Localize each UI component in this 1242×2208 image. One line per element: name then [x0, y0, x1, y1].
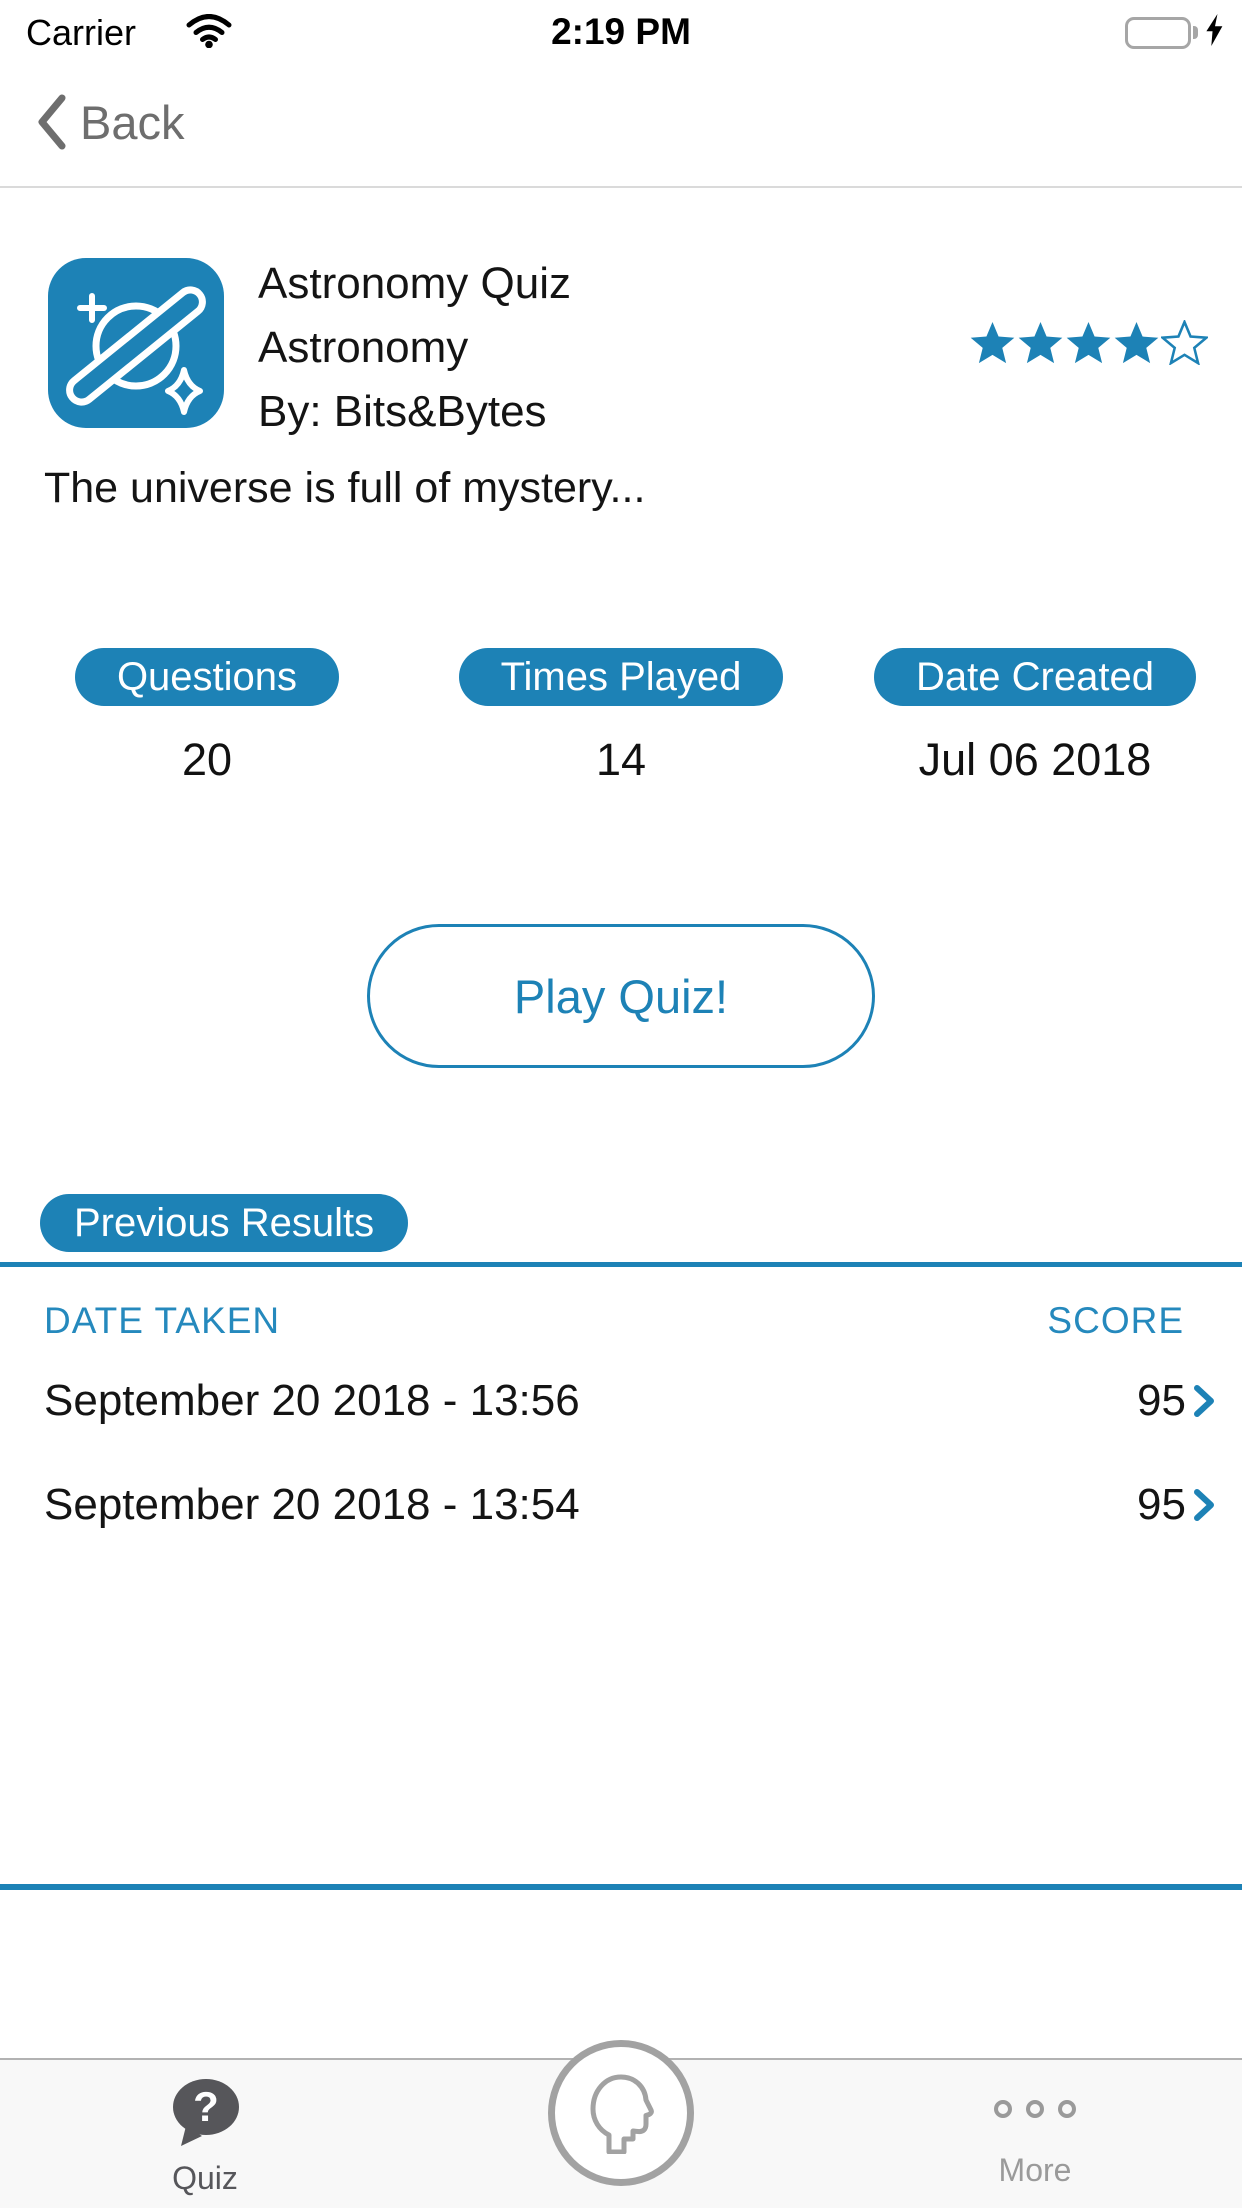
tab-quiz-label: Quiz — [172, 2160, 238, 2196]
tab-quiz[interactable]: ? Quiz — [168, 2076, 242, 2197]
head-profile-icon — [590, 2074, 654, 2154]
results-table-header: DATE TAKEN SCORE — [44, 1300, 1184, 1342]
star-filled-icon — [1114, 321, 1159, 364]
tab-more[interactable]: More — [994, 2100, 1076, 2189]
nav-bar: Back — [0, 62, 1242, 188]
quiz-author: By: Bits&Bytes — [258, 387, 547, 436]
stat-date-created-label: Date Created — [874, 648, 1196, 706]
result-score: 95 — [1137, 1376, 1186, 1425]
star-empty-icon — [1161, 320, 1208, 365]
stat-date-created-value: Jul 06 2018 — [918, 734, 1152, 785]
play-quiz-button[interactable]: Play Quiz! — [367, 924, 875, 1068]
rating-stars — [968, 320, 1208, 365]
quiz-info: Astronomy Quiz Astronomy By: Bits&Bytes — [258, 252, 571, 444]
clock: 2:19 PM — [551, 11, 691, 52]
battery-icon — [1125, 16, 1191, 49]
stat-questions: Questions 20 — [0, 648, 414, 786]
stat-times-played: Times Played 14 — [414, 648, 828, 786]
result-row[interactable]: September 20 2018 - 13:54 95 — [0, 1462, 1242, 1548]
result-row[interactable]: September 20 2018 - 13:56 95 — [0, 1358, 1242, 1444]
result-score: 95 — [1137, 1480, 1186, 1529]
stat-questions-value: 20 — [181, 734, 233, 785]
stat-times-played-label: Times Played — [458, 648, 784, 706]
wifi-icon — [186, 14, 232, 53]
saturn-planet-icon — [66, 286, 206, 415]
tab-center-button[interactable] — [548, 2040, 694, 2186]
stat-questions-label: Questions — [74, 648, 340, 706]
back-chevron-icon — [38, 94, 66, 150]
star-filled-icon — [970, 321, 1015, 364]
quiz-title: Astronomy Quiz — [258, 259, 571, 308]
back-button[interactable]: Back — [36, 94, 185, 150]
previous-results-label: Previous Results — [40, 1194, 409, 1252]
question-speech-bubble-icon: ? — [173, 2079, 239, 2146]
carrier-label: Carrier — [26, 12, 137, 53]
stat-date-created: Date Created Jul 06 2018 — [828, 648, 1242, 786]
star-filled-icon — [1066, 321, 1111, 364]
stats-row: Questions 20 Times Played 14 Date Create… — [0, 648, 1242, 786]
column-date-taken: DATE TAKEN — [44, 1300, 281, 1341]
tab-bar: ? Quiz More — [0, 2040, 1242, 2208]
ellipsis-icon — [994, 2100, 1076, 2118]
battery-indicator — [1125, 14, 1224, 51]
quiz-app-icon — [48, 258, 224, 428]
tab-more-label: More — [998, 2152, 1072, 2188]
quiz-category: Astronomy — [258, 323, 469, 372]
back-label: Back — [80, 95, 185, 149]
status-bar: Carrier 2:19 PM — [0, 0, 1242, 62]
quiz-description: The universe is full of mystery... — [44, 464, 646, 512]
result-date: September 20 2018 - 13:54 — [44, 1480, 580, 1529]
star-filled-icon — [1018, 321, 1063, 364]
charging-bolt-icon — [1206, 14, 1224, 51]
stat-times-played-value: 14 — [595, 734, 647, 785]
result-date: September 20 2018 - 13:56 — [44, 1376, 580, 1425]
section-divider — [0, 1262, 1242, 1267]
svg-text:?: ? — [193, 2083, 219, 2130]
chevron-right-icon — [1192, 1381, 1216, 1421]
column-score: SCORE — [1047, 1300, 1184, 1341]
chevron-right-icon — [1192, 1485, 1216, 1525]
bottom-divider — [0, 1884, 1242, 1890]
